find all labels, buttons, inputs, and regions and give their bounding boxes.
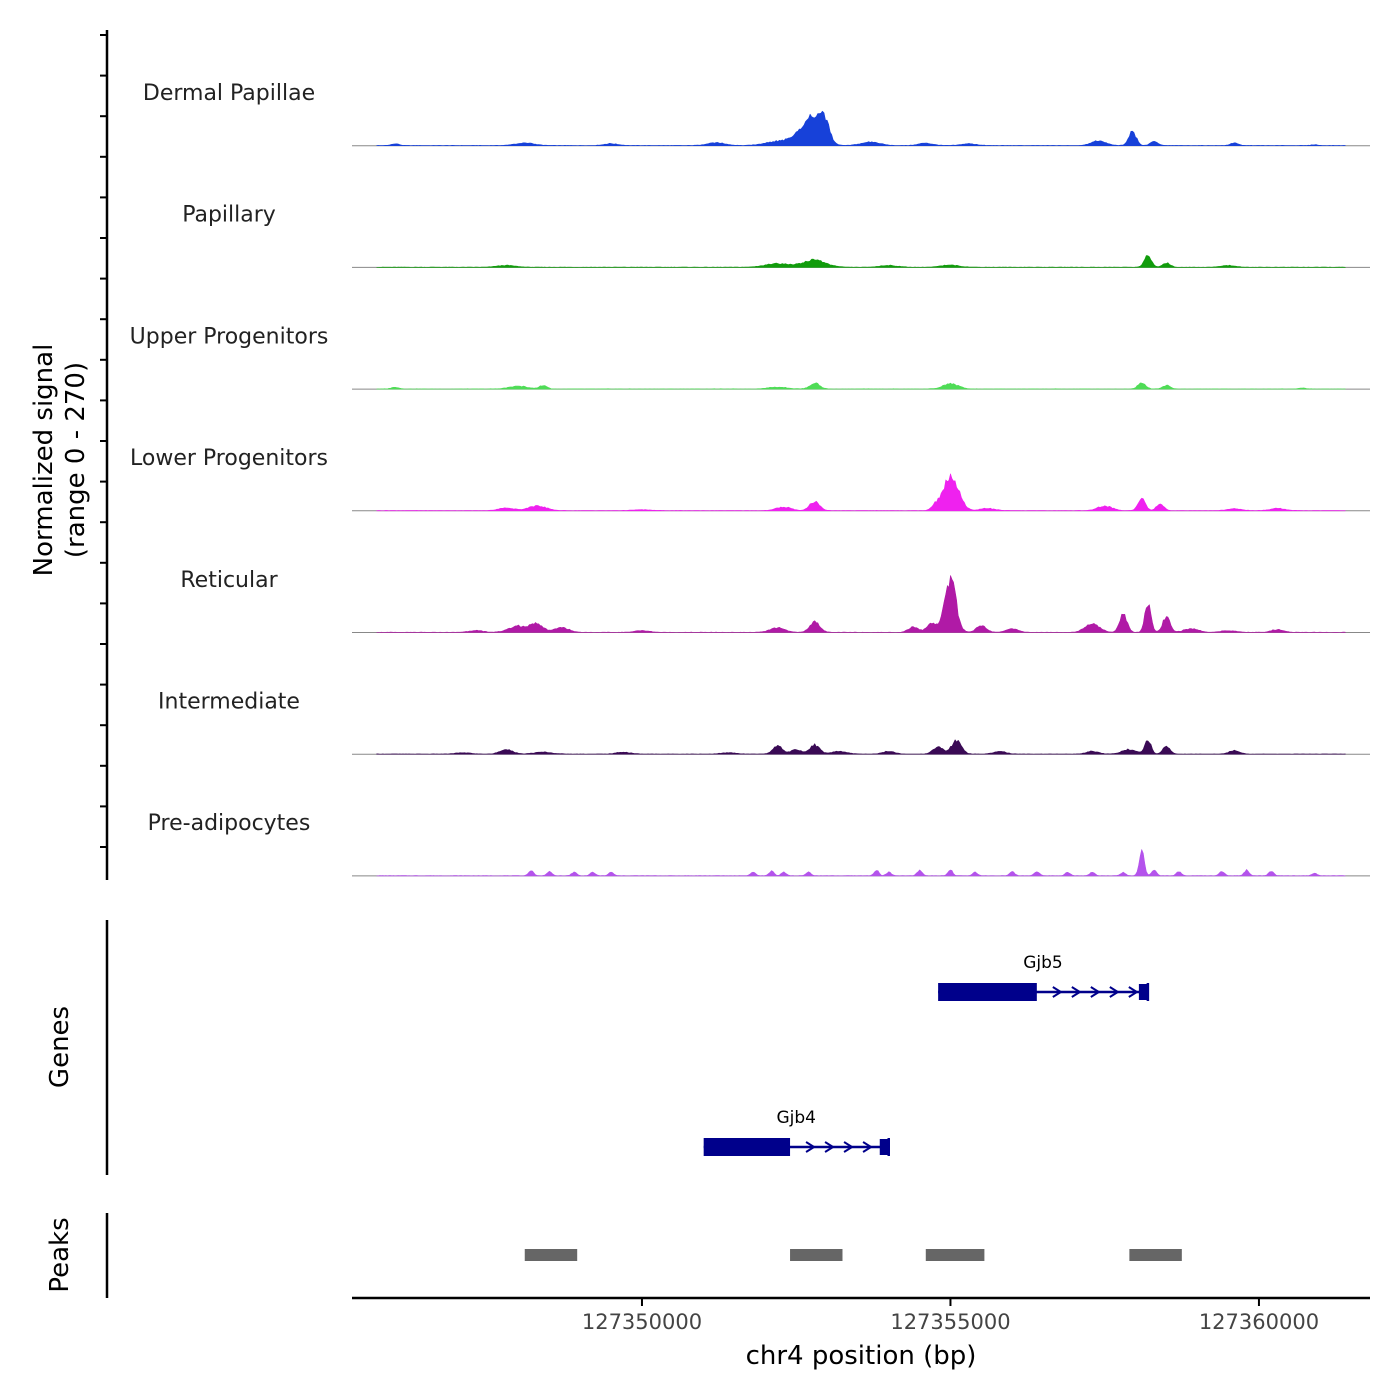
coverage-track: Papillary	[182, 203, 1370, 268]
track-label: Pre-adipocytes	[148, 811, 311, 836]
gene-exon	[1138, 984, 1148, 1000]
peak-interval	[1129, 1249, 1182, 1261]
gene-model: Gjb4	[703, 1108, 891, 1156]
x-tick-label: 127360000	[1199, 1310, 1319, 1334]
x-tick-label: 127350000	[582, 1310, 702, 1334]
track-label: Intermediate	[158, 690, 300, 715]
genes-track: Gjb5 Gjb4	[703, 953, 1150, 1156]
strand-arrow	[1128, 986, 1139, 998]
track-label: Papillary	[182, 203, 276, 228]
gene-exon	[879, 1139, 889, 1155]
coverage-area	[376, 110, 1346, 146]
gene-exon	[938, 983, 1037, 1001]
coverage-track: Pre-adipocytes	[148, 811, 1370, 877]
strand-arrow	[1052, 986, 1063, 998]
coverage-axis-ticks	[100, 34, 107, 848]
coverage-track: Dermal Papillae	[143, 81, 1370, 147]
peak-interval	[524, 1249, 578, 1261]
coverage-track: Upper Progenitors	[130, 324, 1370, 390]
track-label: Lower Progenitors	[130, 446, 328, 471]
coverage-area	[376, 473, 1346, 512]
x-tick-label: 127355000	[890, 1310, 1010, 1334]
coverage-area	[376, 849, 1346, 877]
peaks-track-label: Peaks	[45, 1217, 75, 1292]
coverage-axis-title-line2: (range 0 - 270)	[61, 362, 91, 558]
gene-model: Gjb5	[938, 953, 1150, 1001]
coverage-area	[376, 255, 1346, 268]
coverage-track: Lower Progenitors	[130, 446, 1370, 512]
coverage-tracks: Dermal Papillae Papillary Upper Progenitor…	[130, 81, 1370, 877]
x-axis-ticks: 127350000 127355000 127360000	[582, 1298, 1319, 1334]
peak-interval	[790, 1249, 843, 1261]
strand-arrow	[805, 1141, 816, 1153]
coverage-track: Reticular	[180, 568, 1370, 633]
coverage-area	[376, 739, 1346, 755]
track-label: Reticular	[180, 568, 278, 593]
track-label: Upper Progenitors	[130, 324, 329, 349]
peaks-track	[524, 1249, 1182, 1261]
strand-arrow	[1071, 986, 1082, 998]
gene-exon	[703, 1138, 791, 1156]
gene-name-label: Gjb5	[1023, 953, 1063, 973]
gene-name-label: Gjb4	[776, 1108, 816, 1128]
strand-arrow	[862, 1141, 873, 1153]
coverage-area	[376, 382, 1346, 390]
strand-arrow	[843, 1141, 854, 1153]
coverage-area	[376, 575, 1346, 633]
coverage-axis-title-line1: Normalized signal	[29, 344, 59, 577]
coverage-track: Intermediate	[158, 690, 1370, 755]
peak-interval	[925, 1249, 985, 1261]
genes-track-label: Genes	[45, 1006, 75, 1088]
x-axis-title: chr4 position (bp)	[746, 1341, 977, 1371]
strand-arrow	[1090, 986, 1101, 998]
track-label: Dermal Papillae	[143, 81, 315, 106]
strand-arrow	[1109, 986, 1120, 998]
strand-arrow	[824, 1141, 835, 1153]
coverage-y-axis	[100, 30, 109, 880]
